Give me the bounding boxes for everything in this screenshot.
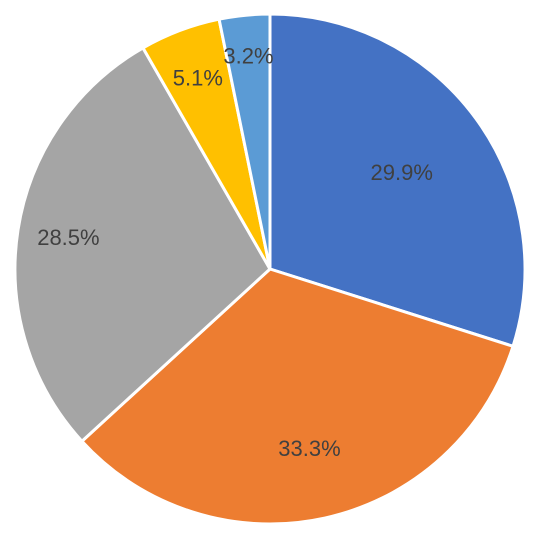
pie-slice-label-2: 33.3% (278, 436, 340, 461)
labels-layer: 29.9% 33.3% 28.5% 5.1%3.2% (37, 43, 433, 460)
pie-slice-label-4: 5.1% (173, 66, 223, 91)
pie-slice-label-1: 29.9% (371, 160, 433, 185)
pie-slice-2 (80, 267, 515, 526)
pie-slice-label-3: 28.5% (37, 225, 99, 250)
pie-slice-label-5: 3.2% (223, 43, 273, 68)
slices-layer (13, 12, 527, 526)
pie-slice-5 (217, 12, 272, 271)
pie-slice-1 (268, 12, 527, 348)
pie-slice-3 (13, 46, 272, 443)
